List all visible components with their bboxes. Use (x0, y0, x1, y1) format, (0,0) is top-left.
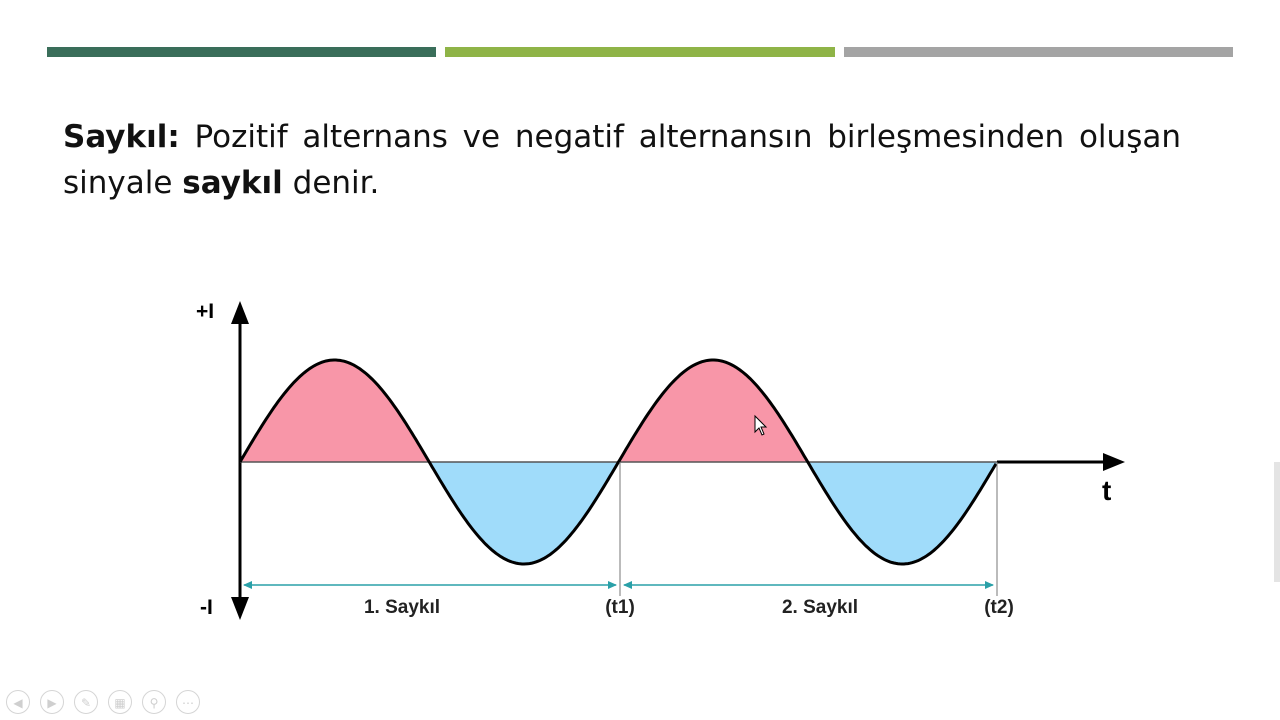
x-axis-arrow (1103, 453, 1125, 471)
positive-alternans-2 (618, 360, 808, 462)
pen-icon[interactable]: ✎ (74, 690, 98, 714)
definition-body-1: Pozitif alternans ve negatif alternansın… (63, 119, 1181, 201)
mouse-cursor-icon (754, 414, 768, 436)
y-axis-up-arrow (231, 301, 249, 324)
definition-body-2: denir. (282, 165, 380, 201)
cycle-1-label: 1. Saykıl (364, 597, 440, 618)
header-bar-gray (844, 47, 1233, 57)
header-bar-green-light (445, 47, 835, 57)
slide-controls: ◀ ▶ ✎ ▦ ⚲ ⋯ (6, 690, 200, 714)
next-icon[interactable]: ▶ (40, 690, 64, 714)
prev-icon[interactable]: ◀ (6, 690, 30, 714)
slides-icon[interactable]: ▦ (108, 690, 132, 714)
scroll-edge-indicator (1274, 462, 1280, 582)
positive-alternans-1 (240, 360, 430, 462)
t1-label: (t1) (605, 597, 635, 618)
cycle-2-label: 2. Saykıl (782, 597, 858, 618)
x-axis-label: t (1102, 475, 1111, 506)
sine-wave (238, 358, 998, 566)
definition-bold-word: saykıl (182, 165, 283, 201)
header-bar-green-dark (47, 47, 436, 57)
definition-text: Saykıl: Pozitif alternans ve negatif alt… (63, 114, 1181, 206)
negative-alternans-1 (429, 462, 619, 564)
y-axis-top-label: +I (196, 300, 214, 323)
definition-term: Saykıl: (63, 119, 180, 155)
y-axis-down-arrow (231, 597, 249, 620)
t2-label: (t2) (984, 597, 1014, 618)
negative-alternans-2 (807, 462, 997, 564)
zoom-icon[interactable]: ⚲ (142, 690, 166, 714)
more-icon[interactable]: ⋯ (176, 690, 200, 714)
y-axis-bottom-label: -I (200, 596, 213, 619)
